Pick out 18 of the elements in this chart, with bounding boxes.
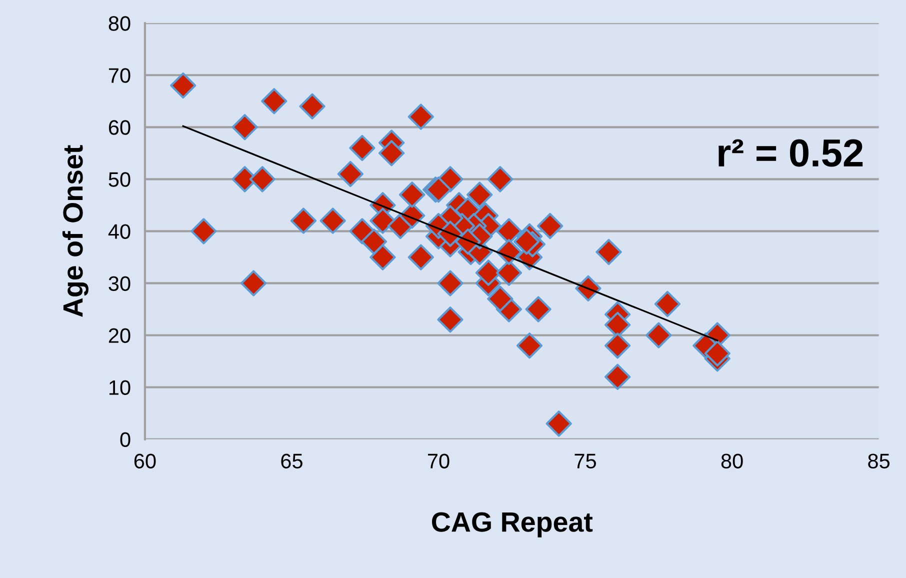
y-tick-label: 10: [109, 380, 130, 396]
y-tick-label: 30: [108, 276, 130, 291]
x-tick-label: 70: [428, 454, 450, 468]
x-tick-label: 60: [134, 454, 156, 468]
x-axis-title: CAG Repeat: [432, 512, 593, 538]
x-tick-label: 80: [721, 454, 743, 468]
y-tick-label: 60: [108, 120, 130, 135]
y-tick-label: 20: [108, 328, 130, 343]
y-tick-label: 0: [120, 432, 130, 448]
annotation: r² = 0.52: [718, 139, 863, 167]
y-tick-label: 40: [108, 224, 130, 239]
y-tick-label: 70: [108, 68, 130, 83]
x-tick-label: 85: [868, 454, 890, 468]
y-tick-label: 80: [108, 16, 130, 31]
x-tick-label: 75: [574, 454, 596, 468]
x-tick-label: 65: [281, 454, 302, 468]
y-tick-label: 50: [108, 172, 130, 187]
y-axis-title: Age of Onset: [62, 145, 88, 317]
